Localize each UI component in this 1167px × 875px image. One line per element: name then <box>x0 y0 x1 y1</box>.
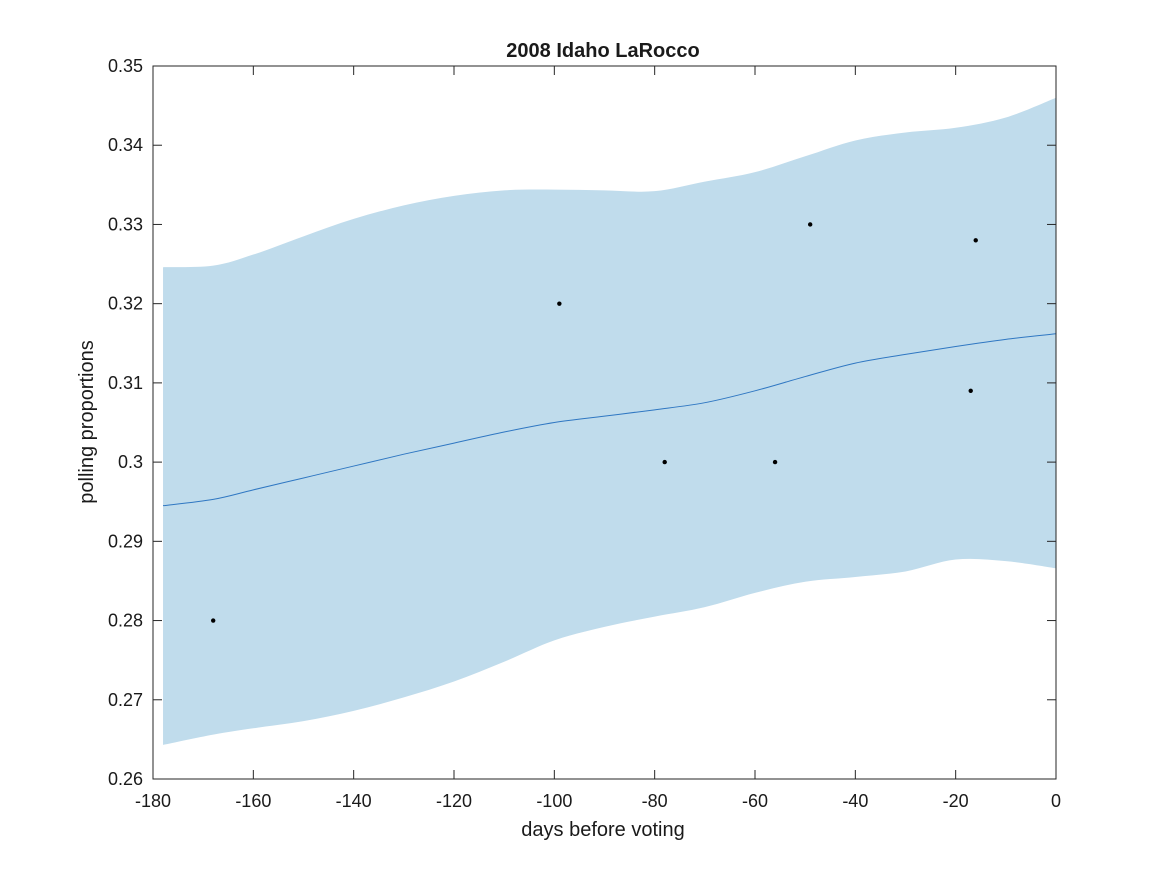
trend-line-layer <box>162 333 1057 507</box>
x-tick-label: -20 <box>943 791 969 811</box>
data-point <box>807 222 813 227</box>
data-point <box>772 459 778 465</box>
data-point <box>557 301 562 306</box>
y-axis-label: polling proportions <box>76 340 98 503</box>
trend-line <box>162 333 1057 507</box>
y-tick-label: 0.34 <box>108 135 143 155</box>
confidence-band <box>163 97 1056 745</box>
x-tick-label: -60 <box>742 791 768 811</box>
y-tick-label: 0.31 <box>108 373 143 393</box>
axes-box <box>152 65 1057 780</box>
data-points-layer <box>211 222 978 623</box>
y-tick-label: 0.32 <box>108 294 143 314</box>
y-tick-label: 0.33 <box>108 214 143 234</box>
y-tick-label: 0.27 <box>108 690 143 710</box>
y-tick-label: 0.29 <box>108 531 143 551</box>
data-point <box>211 618 216 623</box>
x-tick-label: -120 <box>436 791 472 811</box>
data-point <box>968 388 973 394</box>
confidence-band-layer <box>163 97 1056 745</box>
x-tick-label: -40 <box>842 791 868 811</box>
x-tick-label: -140 <box>336 791 372 811</box>
x-tick-label: -80 <box>642 791 668 811</box>
data-point <box>662 459 667 465</box>
x-tick-label: -180 <box>135 791 171 811</box>
x-tick-label: 0 <box>1051 791 1061 811</box>
y-tick-label: 0.28 <box>108 611 143 631</box>
axes: -180 -160 -140 -120 -100 -80 -60 -40 -20 0 0.26 0.2… <box>108 56 1061 811</box>
data-point <box>973 238 978 243</box>
x-axis-label: days before voting <box>521 819 684 841</box>
y-tick-label: 0.26 <box>108 769 143 789</box>
y-tick-label: 0.35 <box>108 56 143 76</box>
x-tick-label: -100 <box>536 791 572 811</box>
chart-title: 2008 Idaho LaRocco <box>506 40 699 62</box>
x-tick-label: -160 <box>235 791 271 811</box>
y-tick-label: 0.3 <box>118 452 143 472</box>
